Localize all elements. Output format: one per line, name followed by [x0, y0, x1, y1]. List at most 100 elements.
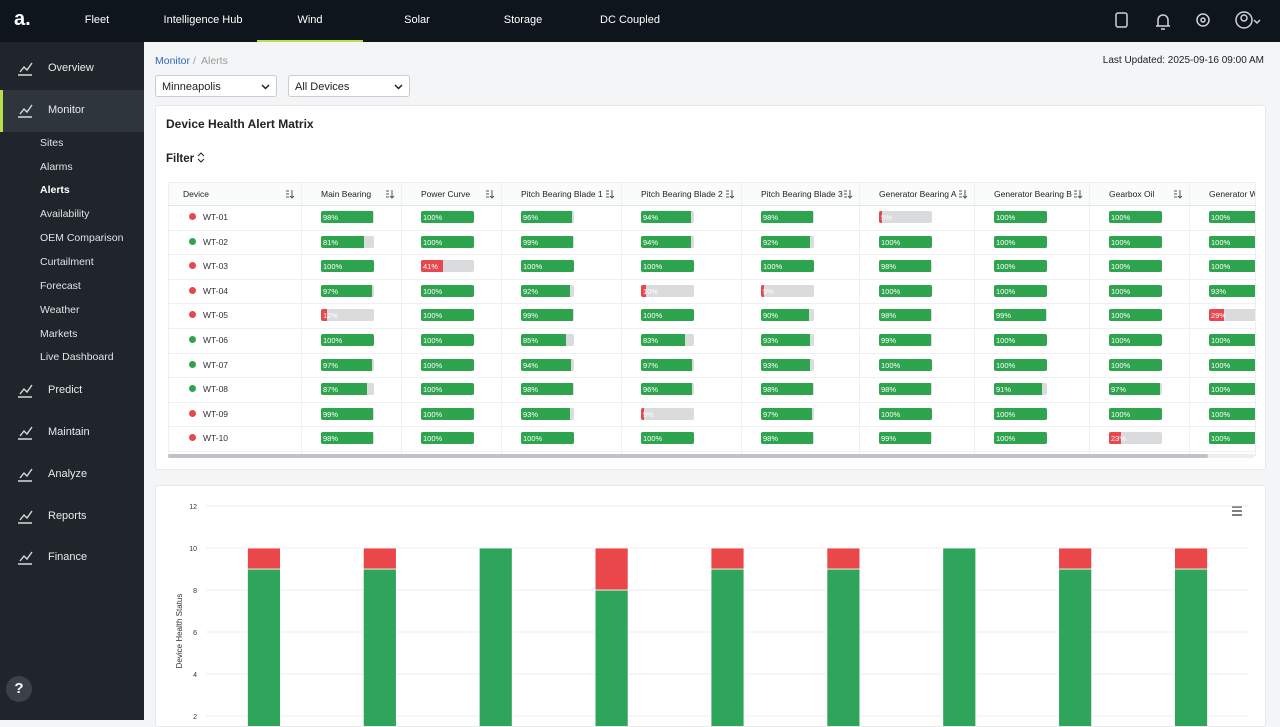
sort-icon[interactable] — [725, 189, 735, 199]
docs-icon[interactable] — [1116, 13, 1127, 27]
sidebar-item[interactable]: Overview — [48, 62, 94, 74]
column-header[interactable]: Gearbox Oil — [1109, 189, 1154, 199]
device-name[interactable]: WT-08 — [203, 384, 228, 394]
sort-icon[interactable] — [285, 189, 295, 199]
health-value: 100% — [423, 287, 442, 296]
table-row: WT-0497%100%92%10%5%100%100%100%93% — [169, 279, 1256, 305]
submenu-item[interactable]: Forecast — [40, 280, 81, 292]
nav-tab[interactable]: Fleet — [85, 14, 109, 26]
health-bar-track: 100% — [1109, 211, 1162, 223]
health-bar-track: 100% — [321, 260, 374, 272]
sort-icon[interactable] — [1173, 189, 1183, 199]
y-tick-label: 8 — [193, 588, 197, 595]
health-value: 96% — [643, 385, 658, 394]
health-bar-track: 100% — [1209, 359, 1256, 371]
health-bar-track: 98% — [879, 309, 932, 321]
health-bar-track: 100% — [994, 211, 1047, 223]
nav-tab[interactable]: Storage — [504, 14, 543, 26]
y-tick-label: 4 — [193, 672, 197, 679]
sort-shape — [726, 190, 734, 198]
filter-toggle[interactable]: Filter — [166, 152, 205, 165]
sort-icon[interactable] — [605, 189, 615, 199]
column-header[interactable]: Power Curve — [421, 189, 470, 199]
health-value: 98% — [881, 385, 896, 394]
settings-icon[interactable] — [1197, 14, 1209, 26]
device-name[interactable]: WT-03 — [203, 261, 228, 271]
device-name[interactable]: WT-01 — [203, 212, 228, 222]
sort-icon[interactable] — [1073, 189, 1083, 199]
submenu-item[interactable]: Weather — [40, 304, 80, 316]
submenu-item[interactable]: OEM Comparison — [40, 232, 123, 244]
health-value: 100% — [996, 336, 1015, 345]
device-name[interactable]: WT-05 — [203, 310, 228, 320]
sidebar-item[interactable]: Analyze — [48, 468, 87, 480]
chart-menu[interactable] — [1232, 507, 1242, 515]
submenu-item[interactable]: Curtailment — [40, 256, 94, 268]
device-name[interactable]: WT-09 — [203, 409, 228, 419]
health-bar-track: 5% — [879, 211, 932, 223]
health-bar-track: 5% — [641, 408, 694, 420]
sidebar-item[interactable]: Maintain — [48, 426, 90, 438]
health-value: 98% — [763, 213, 778, 222]
sidebar-item[interactable]: Finance — [48, 551, 87, 563]
health-value: 97% — [323, 361, 338, 370]
health-value: 100% — [1111, 287, 1130, 296]
submenu-item[interactable]: Availability — [40, 208, 89, 220]
sort-icon[interactable] — [843, 189, 853, 199]
health-value: 94% — [523, 361, 538, 370]
sort-shape — [386, 190, 394, 198]
health-bar-track: 99% — [994, 309, 1047, 321]
site-select[interactable]: Minneapolis — [155, 75, 277, 97]
health-bar-track: 29% — [1209, 309, 1256, 321]
column-header[interactable]: Generator Bearing A — [879, 189, 957, 199]
health-value: 100% — [881, 410, 900, 419]
sidebar-item[interactable]: Predict — [48, 384, 82, 396]
sort-icon[interactable] — [385, 189, 395, 199]
column-header[interactable]: Generator W — [1209, 189, 1256, 199]
submenu-item[interactable]: Live Dashboard — [40, 351, 114, 363]
nav-tab[interactable]: Intelligence Hub — [164, 14, 243, 26]
help-button[interactable]: ? — [6, 676, 32, 702]
nav-tab[interactable]: Wind — [297, 14, 322, 26]
health-value: 100% — [996, 238, 1015, 247]
bell-icon[interactable] — [1156, 15, 1170, 29]
column-header[interactable]: Device — [183, 189, 209, 199]
health-value: 100% — [881, 287, 900, 296]
device-name[interactable]: WT-06 — [203, 335, 228, 345]
bar-segment — [595, 548, 628, 590]
device-select[interactable]: All Devices — [288, 75, 410, 97]
sort-icon[interactable] — [958, 189, 968, 199]
submenu-item[interactable]: Alarms — [40, 161, 73, 173]
bar-segment — [363, 569, 396, 726]
scrollbar-thumb[interactable] — [168, 454, 1208, 458]
sort-icon[interactable] — [485, 189, 495, 199]
status-dot — [189, 238, 196, 245]
column-header[interactable]: Main Bearing — [321, 189, 371, 199]
column-header[interactable]: Generator Bearing B — [994, 189, 1072, 199]
submenu-item[interactable]: Alerts — [40, 184, 70, 196]
sidebar-item[interactable]: Monitor — [48, 104, 85, 116]
column-header[interactable]: Pitch Bearing Blade 2 — [641, 189, 723, 199]
health-bar-track: 94% — [521, 359, 574, 371]
sidebar-item[interactable]: Reports — [48, 510, 87, 522]
sort-shape — [959, 190, 967, 198]
submenu-item[interactable]: Sites — [40, 137, 63, 149]
bar-segment — [247, 548, 280, 569]
breadcrumb-link[interactable]: Monitor — [155, 55, 190, 67]
submenu-item[interactable]: Markets — [40, 328, 77, 340]
column-header[interactable]: Pitch Bearing Blade 1 — [521, 189, 603, 199]
health-bar-track: 100% — [879, 285, 932, 297]
nav-tab[interactable]: Solar — [404, 14, 430, 26]
nav-icon — [16, 466, 34, 484]
health-value: 100% — [643, 434, 662, 443]
device-name[interactable]: WT-10 — [203, 433, 228, 443]
health-bar-track: 90% — [761, 309, 814, 321]
device-name[interactable]: WT-07 — [203, 360, 228, 370]
bar-segment — [827, 548, 860, 569]
device-name[interactable]: WT-04 — [203, 286, 228, 296]
health-bar-track: 100% — [1109, 334, 1162, 346]
device-name[interactable]: WT-02 — [203, 237, 228, 247]
nav-icon — [16, 60, 34, 78]
nav-tab[interactable]: DC Coupled — [600, 14, 660, 26]
column-header[interactable]: Pitch Bearing Blade 3 — [761, 189, 843, 199]
